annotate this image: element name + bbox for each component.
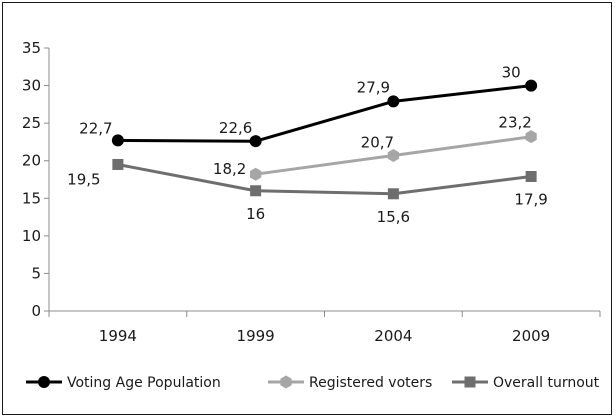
data-label: 16 — [246, 205, 265, 223]
data-label: 22,6 — [219, 119, 252, 137]
data-label: 15,6 — [377, 208, 410, 226]
series-0-point — [387, 95, 400, 108]
x-tick-label: 1999 — [237, 327, 275, 345]
legend-marker-2 — [464, 376, 476, 388]
y-tick-label: 25 — [22, 114, 41, 132]
data-label: 22,7 — [79, 119, 112, 137]
legend-label: Voting Age Population — [67, 375, 221, 391]
series-0-point — [111, 134, 124, 147]
y-tick-label: 5 — [31, 264, 41, 282]
legend-label: Registered voters — [309, 375, 432, 391]
legend-marker-1 — [280, 375, 292, 389]
series-1-point — [525, 130, 537, 144]
data-labels: 22,7 22,6 27,9 30 18,2 20,7 23,2 19,5 16 15,6 17,9 — [67, 64, 548, 226]
series-lines — [117, 84, 532, 196]
y-tick-label: 0 — [31, 302, 41, 320]
chart-frame — [2, 2, 612, 415]
data-label: 17,9 — [514, 190, 547, 208]
x-tick-label: 1994 — [99, 327, 137, 345]
data-label: 23,2 — [498, 114, 531, 132]
legend-label: Overall turnout — [493, 375, 600, 391]
data-label: 20,7 — [361, 133, 394, 151]
series-line-2 — [117, 163, 532, 196]
data-label: 30 — [502, 64, 521, 82]
x-tick-label: 2004 — [374, 327, 412, 345]
y-tick-label: 10 — [22, 227, 41, 245]
series-0-point — [249, 135, 262, 148]
legend: Voting Age Population Registered voters Ov… — [26, 375, 600, 391]
y-tick-label: 20 — [22, 152, 41, 170]
series-2-point — [387, 188, 399, 200]
y-tick-label: 30 — [22, 77, 41, 95]
series-1-point — [387, 148, 399, 162]
series-2-point — [525, 170, 537, 182]
series-2-point — [112, 158, 124, 170]
y-tick-label: 15 — [22, 189, 41, 207]
series-2-point — [250, 185, 262, 197]
series-0-point — [525, 79, 538, 92]
series-line-0 — [117, 84, 532, 143]
data-label: 18,2 — [213, 160, 246, 178]
series-markers — [111, 79, 538, 200]
data-label: 19,5 — [67, 170, 100, 188]
series-1-point — [250, 167, 262, 181]
y-tick-label: 35 — [22, 39, 41, 57]
legend-marker-0 — [38, 376, 50, 388]
x-tick-label: 2009 — [512, 327, 550, 345]
axes: 0 5 10 15 20 25 30 35 1994 1999 2004 2009 — [22, 39, 601, 345]
data-label: 27,9 — [357, 78, 390, 96]
